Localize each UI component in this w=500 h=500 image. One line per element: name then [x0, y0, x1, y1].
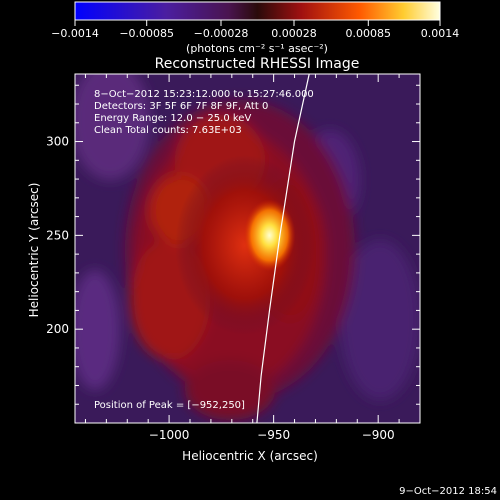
info-line: Clean Total counts: 7.63E+03 [94, 125, 242, 136]
plot-frame [74, 73, 421, 424]
y-tick-label: 300 [46, 135, 69, 149]
colorbar-tick-label: 0.00028 [271, 27, 317, 40]
y-axis-ticks: 200 250 300 [46, 84, 420, 405]
info-line: 8−Oct−2012 15:23:12.000 to 15:27:46.000 [94, 89, 314, 100]
footer-date: 9−Oct−2012 18:54 [399, 486, 497, 497]
chart-title: Reconstructed RHESSI Image [155, 56, 360, 72]
x-axis-ticks: −1000 −950 −900 [84, 74, 421, 442]
colorbar-tick-label: 0.0014 [421, 27, 460, 40]
colorbar-ticks: −0.0014 −0.00085 −0.00028 0.00028 0.00085 0.0… [51, 20, 459, 40]
colorbar-tick-label: −0.00085 [119, 27, 174, 40]
x-axis-label: Heliocentric X (arcsec) [182, 449, 318, 463]
info-line: Detectors: 3F 5F 6F 7F 8F 9F, Att 0 [94, 101, 268, 112]
colorbar-tick-label: −0.00028 [194, 27, 249, 40]
y-axis-label: Heliocentric Y (arcsec) [27, 183, 41, 318]
y-tick-label: 250 [46, 228, 69, 242]
observation-info: 8−Oct−2012 15:23:12.000 to 15:27:46.000D… [94, 89, 314, 136]
solar-limb-line [256, 74, 310, 423]
peak-position-label: Position of Peak = [−952,250] [94, 400, 245, 411]
heatmap-image [75, 74, 420, 423]
colorbar-units: (photons cm⁻² s⁻¹ asec⁻²) [186, 42, 328, 55]
colorbar-tick-label: 0.00085 [346, 27, 392, 40]
colorbar-tick-label: −0.0014 [51, 27, 99, 40]
info-line: Energy Range: 12.0 − 25.0 keV [94, 113, 251, 124]
colorbar [74, 1, 441, 21]
peak-source [243, 199, 296, 272]
x-tick-label: −900 [362, 428, 395, 442]
y-tick-label: 200 [46, 322, 69, 336]
x-tick-label: −1000 [149, 428, 190, 442]
x-tick-label: −950 [257, 428, 290, 442]
